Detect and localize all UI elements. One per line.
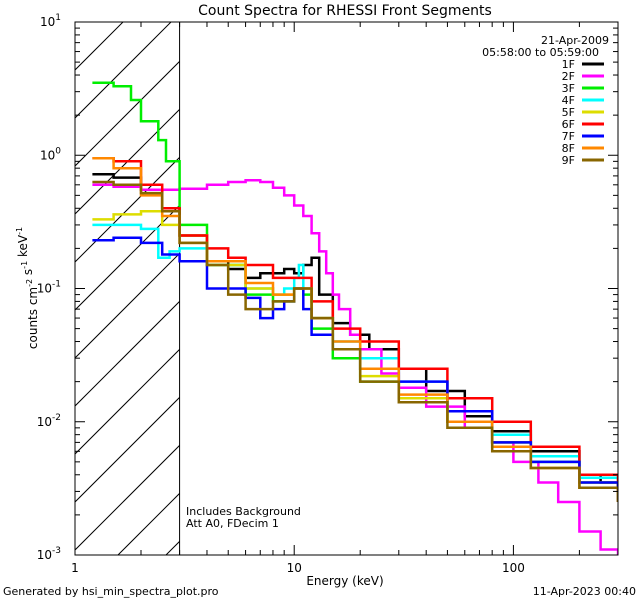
legend-label-4F: 4F — [562, 94, 575, 107]
legend-label-2F: 2F — [562, 70, 575, 83]
hatch-line — [214, 22, 640, 555]
series-3F-line — [92, 81, 618, 502]
y-tick-label: 10-2 — [37, 413, 61, 429]
hatch-line — [75, 204, 180, 311]
y-axis-label: counts cm-2 s-1 keV-1 — [15, 227, 40, 349]
series-6F-line — [92, 156, 618, 492]
attenuator-note: Att A0, FDecim 1 — [186, 517, 279, 530]
hatch-line — [75, 396, 180, 503]
x-tick-label: 100 — [502, 561, 525, 575]
plot-frame — [74, 21, 619, 556]
hatch-line — [75, 22, 124, 71]
chart-date: 21-Apr-2009 — [541, 34, 609, 47]
hatch-line — [75, 60, 180, 167]
series-layer — [92, 81, 618, 555]
series-1F-line — [92, 173, 618, 492]
chart-time-range: 05:58:00 to 05:59:00 — [482, 46, 599, 59]
footer-generated-by: Generated by hsi_min_spectra_plot.pro — [3, 585, 219, 598]
footer-timestamp: 11-Apr-2023 00:40 — [533, 585, 636, 598]
series-9F-line — [92, 180, 618, 502]
legend-label-1F: 1F — [562, 58, 575, 71]
y-tick-label: 101 — [40, 13, 61, 29]
x-tick-label: 1 — [71, 561, 79, 575]
axes: 1 10 100 10-3 10-2 10-1 100 101 — [37, 13, 619, 575]
hatched-region — [75, 22, 640, 555]
chart-title: Count Spectra for RHESSI Front Segments — [198, 3, 492, 19]
legend-label-7F: 7F — [562, 130, 575, 143]
y-tick-label: 100 — [40, 146, 61, 162]
hatch-line — [75, 252, 180, 359]
hatch-line — [75, 22, 172, 119]
legend-label-3F: 3F — [562, 82, 575, 95]
x-tick-label: 10 — [287, 561, 302, 575]
x-axis-label: Energy (keV) — [306, 574, 383, 588]
y-tick-label: 10-3 — [37, 546, 61, 562]
background-note: Includes Background — [186, 505, 301, 518]
legend-label-8F: 8F — [562, 142, 575, 155]
y-tick-label: 10-1 — [37, 280, 61, 296]
hatch-line — [75, 108, 180, 215]
legend-label-5F: 5F — [562, 106, 575, 119]
legend-label-6F: 6F — [562, 118, 575, 131]
legend-label-9F: 9F — [562, 154, 575, 167]
hatch-line — [75, 444, 180, 551]
series-2F-line — [92, 178, 618, 555]
series-7F-line — [92, 236, 618, 502]
